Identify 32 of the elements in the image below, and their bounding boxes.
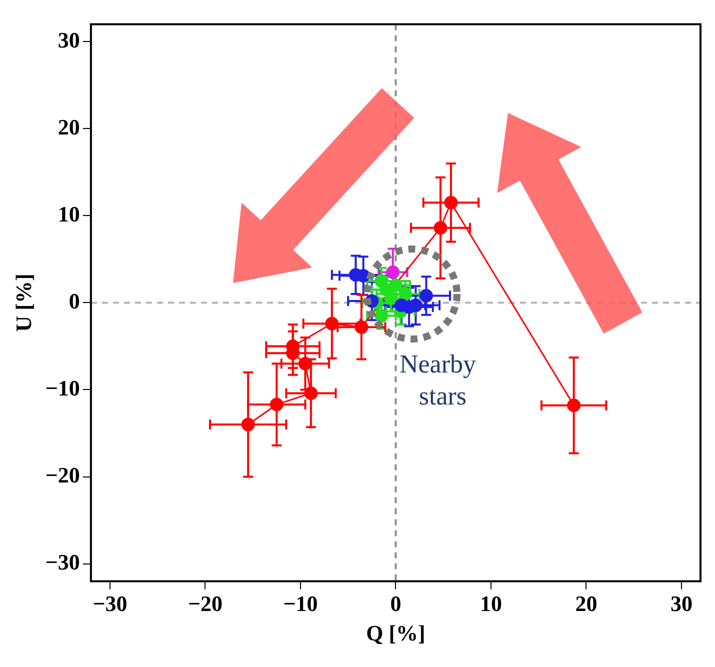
point: [298, 356, 312, 370]
point: [398, 287, 412, 301]
point: [567, 398, 581, 412]
y-tick-label: 0: [68, 288, 80, 314]
point: [374, 309, 388, 323]
point: [388, 278, 402, 292]
point: [354, 320, 368, 334]
y-axis-title: U [%]: [10, 274, 36, 332]
x-tick-label: 20: [575, 591, 598, 616]
y-tick-label: −10: [45, 375, 80, 400]
x-tick-label: 30: [670, 591, 692, 616]
x-tick-label: 10: [480, 591, 502, 616]
point: [434, 221, 448, 235]
point: [270, 398, 284, 412]
point: [386, 265, 400, 279]
annotation: Nearby stars: [399, 350, 476, 411]
y-tick-label: 10: [58, 201, 80, 226]
x-tick-label: −10: [283, 591, 318, 616]
point: [384, 292, 398, 306]
y-tick-label: 20: [58, 114, 80, 140]
point: [325, 316, 339, 330]
x-tick-label: 0: [390, 591, 402, 616]
point: [241, 418, 255, 432]
y-tick-label: 30: [58, 27, 80, 52]
point: [419, 288, 433, 302]
x-tick-label: −20: [188, 591, 223, 616]
x-axis-title: Q [%]: [366, 620, 426, 646]
point: [444, 196, 458, 210]
x-tick-label: −30: [92, 591, 128, 616]
y-tick-label: −20: [45, 462, 80, 488]
y-tick-label: −30: [45, 549, 80, 574]
point: [304, 386, 318, 400]
